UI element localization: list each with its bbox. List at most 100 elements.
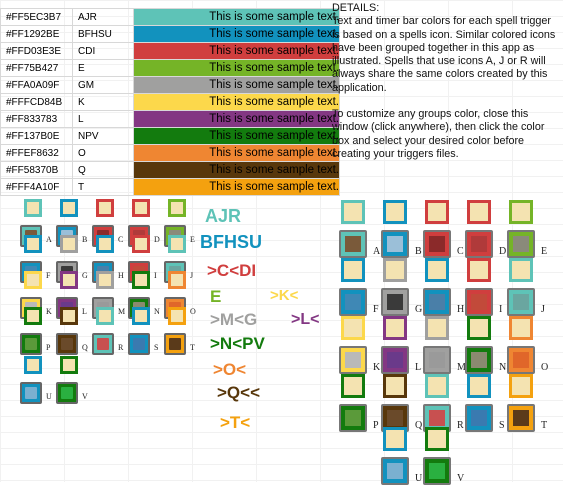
skull-icon (507, 230, 535, 258)
group-label: >C<DI (207, 261, 257, 280)
color-box[interactable]: This is some sample text. (133, 161, 340, 179)
details-heading: DETAILS: (332, 2, 380, 14)
skull-dark-icon (381, 288, 409, 316)
color-swatch (509, 200, 533, 224)
icon-letter: T (190, 343, 195, 352)
color-row: #FFF4A10F T This is some sample text. (0, 178, 340, 196)
icon-letter: Q (415, 420, 423, 431)
color-box[interactable]: This is some sample text. (133, 127, 340, 145)
color-swatch (509, 258, 533, 282)
group-label: BFHSU (200, 232, 262, 252)
color-row: #FF1292BE BFHSU This is some sample text. (0, 25, 340, 43)
group-name: NPV (72, 127, 134, 145)
color-swatch (132, 307, 150, 325)
icon-letter: I (499, 304, 503, 315)
icon-letter: N (499, 362, 507, 373)
color-box[interactable]: This is some sample text. (133, 25, 340, 43)
icon-letter: A (46, 235, 52, 244)
color-box[interactable]: This is some sample text. (133, 110, 340, 128)
color-swatch (467, 316, 491, 340)
group-label: >T< (220, 413, 251, 432)
color-swatch (24, 356, 42, 374)
arm-icon (507, 288, 535, 316)
icon-letter: O (541, 362, 549, 373)
color-box[interactable]: This is some sample text. (133, 144, 340, 162)
color-box[interactable]: This is some sample text. (133, 93, 340, 111)
color-swatch (425, 374, 449, 398)
ice-icon (20, 382, 42, 404)
color-swatch (425, 427, 449, 451)
color-box[interactable]: This is some sample text. (133, 42, 340, 60)
mountain-icon (56, 333, 78, 355)
color-swatch (383, 200, 407, 224)
icon-letter: C (118, 235, 124, 244)
icon-letter: V (82, 392, 88, 401)
color-swatch (132, 235, 150, 253)
hex-code: #FFD03E3E (0, 42, 73, 60)
group-name: T (72, 178, 134, 196)
hex-code: #FF58370B (0, 161, 73, 179)
icon-letter: Q (82, 343, 88, 352)
icon-letter: L (82, 307, 87, 316)
group-name: CDI (72, 42, 134, 60)
group-label: >L< (291, 311, 320, 328)
icon-letter: S (154, 343, 159, 352)
icon-letter: D (154, 235, 160, 244)
group-label: AJR (205, 206, 242, 226)
color-swatch (132, 199, 150, 217)
color-swatch (383, 258, 407, 282)
hex-code: #FF833783 (0, 110, 73, 128)
icon-letter: A (373, 246, 381, 257)
color-swatch (96, 271, 114, 289)
icon-letter: E (190, 235, 195, 244)
color-row: #FFD03E3E CDI This is some sample text. (0, 42, 340, 60)
snowflake-icon (465, 404, 493, 432)
color-swatch (60, 356, 78, 374)
color-row: #FF75B427 E This is some sample text. (0, 59, 340, 77)
color-swatch (96, 307, 114, 325)
hand-icon (423, 230, 451, 258)
color-swatch (60, 235, 78, 253)
color-swatch (467, 200, 491, 224)
tornado-icon (423, 346, 451, 374)
hex-code: #FFEF8632 (0, 144, 73, 162)
color-swatch (341, 258, 365, 282)
group-label: E (210, 287, 222, 306)
color-box[interactable]: This is some sample text. (133, 178, 340, 196)
color-swatch (425, 316, 449, 340)
icon-letter: F (373, 304, 379, 315)
hex-code: #FFF4A10F (0, 178, 73, 196)
color-box[interactable]: This is some sample text. (133, 76, 340, 94)
color-swatch (425, 258, 449, 282)
icon-letter: G (415, 304, 423, 315)
color-box[interactable]: This is some sample text. (133, 8, 340, 26)
color-row: #FF137B0E NPV This is some sample text. (0, 127, 340, 145)
color-swatch (168, 199, 186, 217)
icon-letter: E (541, 246, 548, 257)
icon-letter: H (118, 271, 124, 280)
sword-icon (465, 346, 493, 374)
color-swatch (24, 199, 42, 217)
group-label: >M<G (210, 310, 258, 329)
color-swatch (509, 374, 533, 398)
color-row: #FFEF8632 O This is some sample text. (0, 144, 340, 162)
group-label: >Q<< (217, 383, 261, 402)
color-row: #FF5EC3B7 AJR This is some sample text. (0, 8, 340, 26)
details-paragraph-2: To customize any groups color, close thi… (332, 108, 545, 160)
hex-code: #FF75B427 (0, 59, 73, 77)
icon-letter: V (457, 473, 465, 484)
muscle-icon (92, 333, 114, 355)
green-orb-icon (56, 382, 78, 404)
icon-letter: B (415, 246, 422, 257)
icon-letter: D (499, 246, 507, 257)
group-label: >O< (213, 360, 247, 379)
color-swatch (60, 307, 78, 325)
color-swatch (96, 235, 114, 253)
color-swatch (509, 316, 533, 340)
icon-letter: T (541, 420, 548, 431)
icon-letter: G (82, 271, 88, 280)
icon-letter: I (154, 271, 157, 280)
color-box[interactable]: This is some sample text. (133, 59, 340, 77)
icon-letter: M (457, 362, 466, 373)
blue-hand-icon (423, 288, 451, 316)
